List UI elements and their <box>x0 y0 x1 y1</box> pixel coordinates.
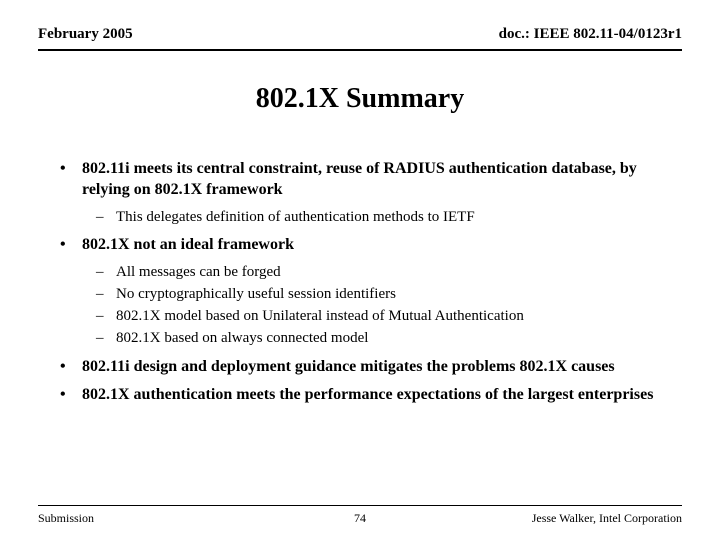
header-date: February 2005 <box>38 26 133 43</box>
bullet-list: 802.11i meets its central constraint, re… <box>56 159 682 406</box>
bullet-text: 802.1X not an ideal framework <box>82 236 294 253</box>
bullet-text: 802.11i meets its central constraint, re… <box>82 160 637 198</box>
bullet-item: 802.1X authentication meets the performa… <box>56 385 682 406</box>
sub-bullet-item: No cryptographically useful session iden… <box>82 284 682 304</box>
header-doc-id: doc.: IEEE 802.11-04/0123r1 <box>499 26 682 43</box>
bullet-item: 802.11i design and deployment guidance m… <box>56 357 682 378</box>
bullet-text: 802.11i design and deployment guidance m… <box>82 358 615 375</box>
sub-bullet-item: All messages can be forged <box>82 262 682 282</box>
sub-bullet-list: This delegates definition of authenticat… <box>82 207 682 227</box>
footer-page-number: 74 <box>38 511 682 526</box>
sub-bullet-list: All messages can be forged No cryptograp… <box>82 262 682 349</box>
bullet-text: 802.1X authentication meets the performa… <box>82 386 653 403</box>
slide-footer: Submission 74 Jesse Walker, Intel Corpor… <box>38 511 682 526</box>
slide-title: 802.1X Summary <box>0 83 720 115</box>
footer-rule <box>38 505 682 506</box>
sub-bullet-item: This delegates definition of authenticat… <box>82 207 682 227</box>
slide-content: 802.11i meets its central constraint, re… <box>0 159 720 406</box>
sub-bullet-item: 802.1X model based on Unilateral instead… <box>82 306 682 326</box>
sub-bullet-item: 802.1X based on always connected model <box>82 328 682 348</box>
bullet-item: 802.11i meets its central constraint, re… <box>56 159 682 227</box>
bullet-item: 802.1X not an ideal framework All messag… <box>56 235 682 349</box>
header-rule <box>38 49 682 51</box>
slide-header: February 2005 doc.: IEEE 802.11-04/0123r… <box>0 0 720 49</box>
